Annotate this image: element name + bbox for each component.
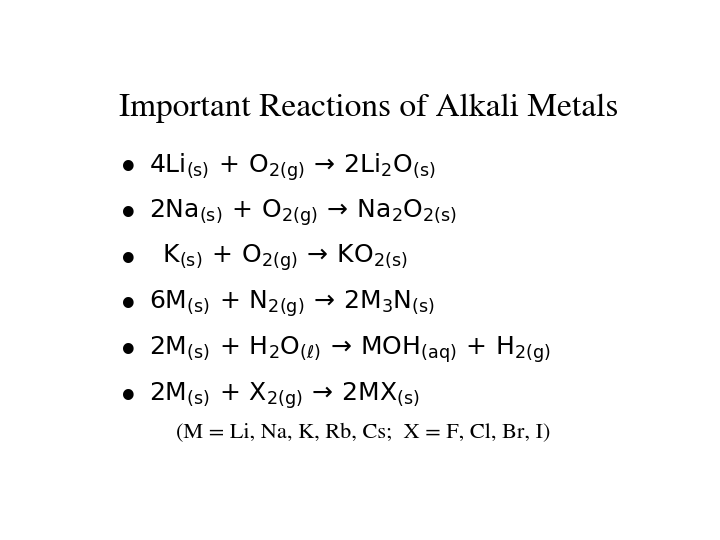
Text: $\mathrm{2Na_{(s)}\, +\, O_{2(g)}\, \rightarrow\, Na_2O_{2(s)}}$: $\mathrm{2Na_{(s)}\, +\, O_{2(g)}\, \rig…: [148, 197, 456, 228]
Text: •: •: [121, 200, 135, 225]
Text: $\mathrm{4Li_{(s)}\, +\, O_{2(g)}\, \rightarrow\, 2Li_2O_{(s)}}$: $\mathrm{4Li_{(s)}\, +\, O_{2(g)}\, \rig…: [148, 151, 435, 183]
Text: $\mathrm{2M_{(s)}\, +\, H_2O_{(\ell)}\, \rightarrow\, MOH_{(aq)}\, +\, H_{2(g)}}: $\mathrm{2M_{(s)}\, +\, H_2O_{(\ell)}\, …: [148, 334, 551, 365]
Text: $\mathrm{\;\; K_{(s)}\, +\, O_{2(g)}\, \rightarrow\, KO_{2(s)}}$: $\mathrm{\;\; K_{(s)}\, +\, O_{2(g)}\, \…: [148, 243, 407, 273]
Text: Important Reactions of Alkali Metals: Important Reactions of Alkali Metals: [120, 94, 618, 123]
Text: $\mathrm{2M_{(s)}\, +\, X_{2(g)}\, \rightarrow\, 2MX_{(s)}}$: $\mathrm{2M_{(s)}\, +\, X_{2(g)}\, \righ…: [148, 380, 420, 411]
Text: •: •: [121, 383, 135, 408]
Text: •: •: [121, 246, 135, 271]
Text: (M = Li, Na, K, Rb, Cs;  X = F, Cl, Br, I): (M = Li, Na, K, Rb, Cs; X = F, Cl, Br, I…: [176, 423, 551, 443]
Text: •: •: [121, 154, 135, 179]
Text: •: •: [121, 337, 135, 362]
Text: •: •: [121, 291, 135, 316]
Text: $\mathrm{6M_{(s)}\, +\, N_{2(g)}\, \rightarrow\, 2M_3N_{(s)}}$: $\mathrm{6M_{(s)}\, +\, N_{2(g)}\, \righ…: [148, 288, 435, 319]
